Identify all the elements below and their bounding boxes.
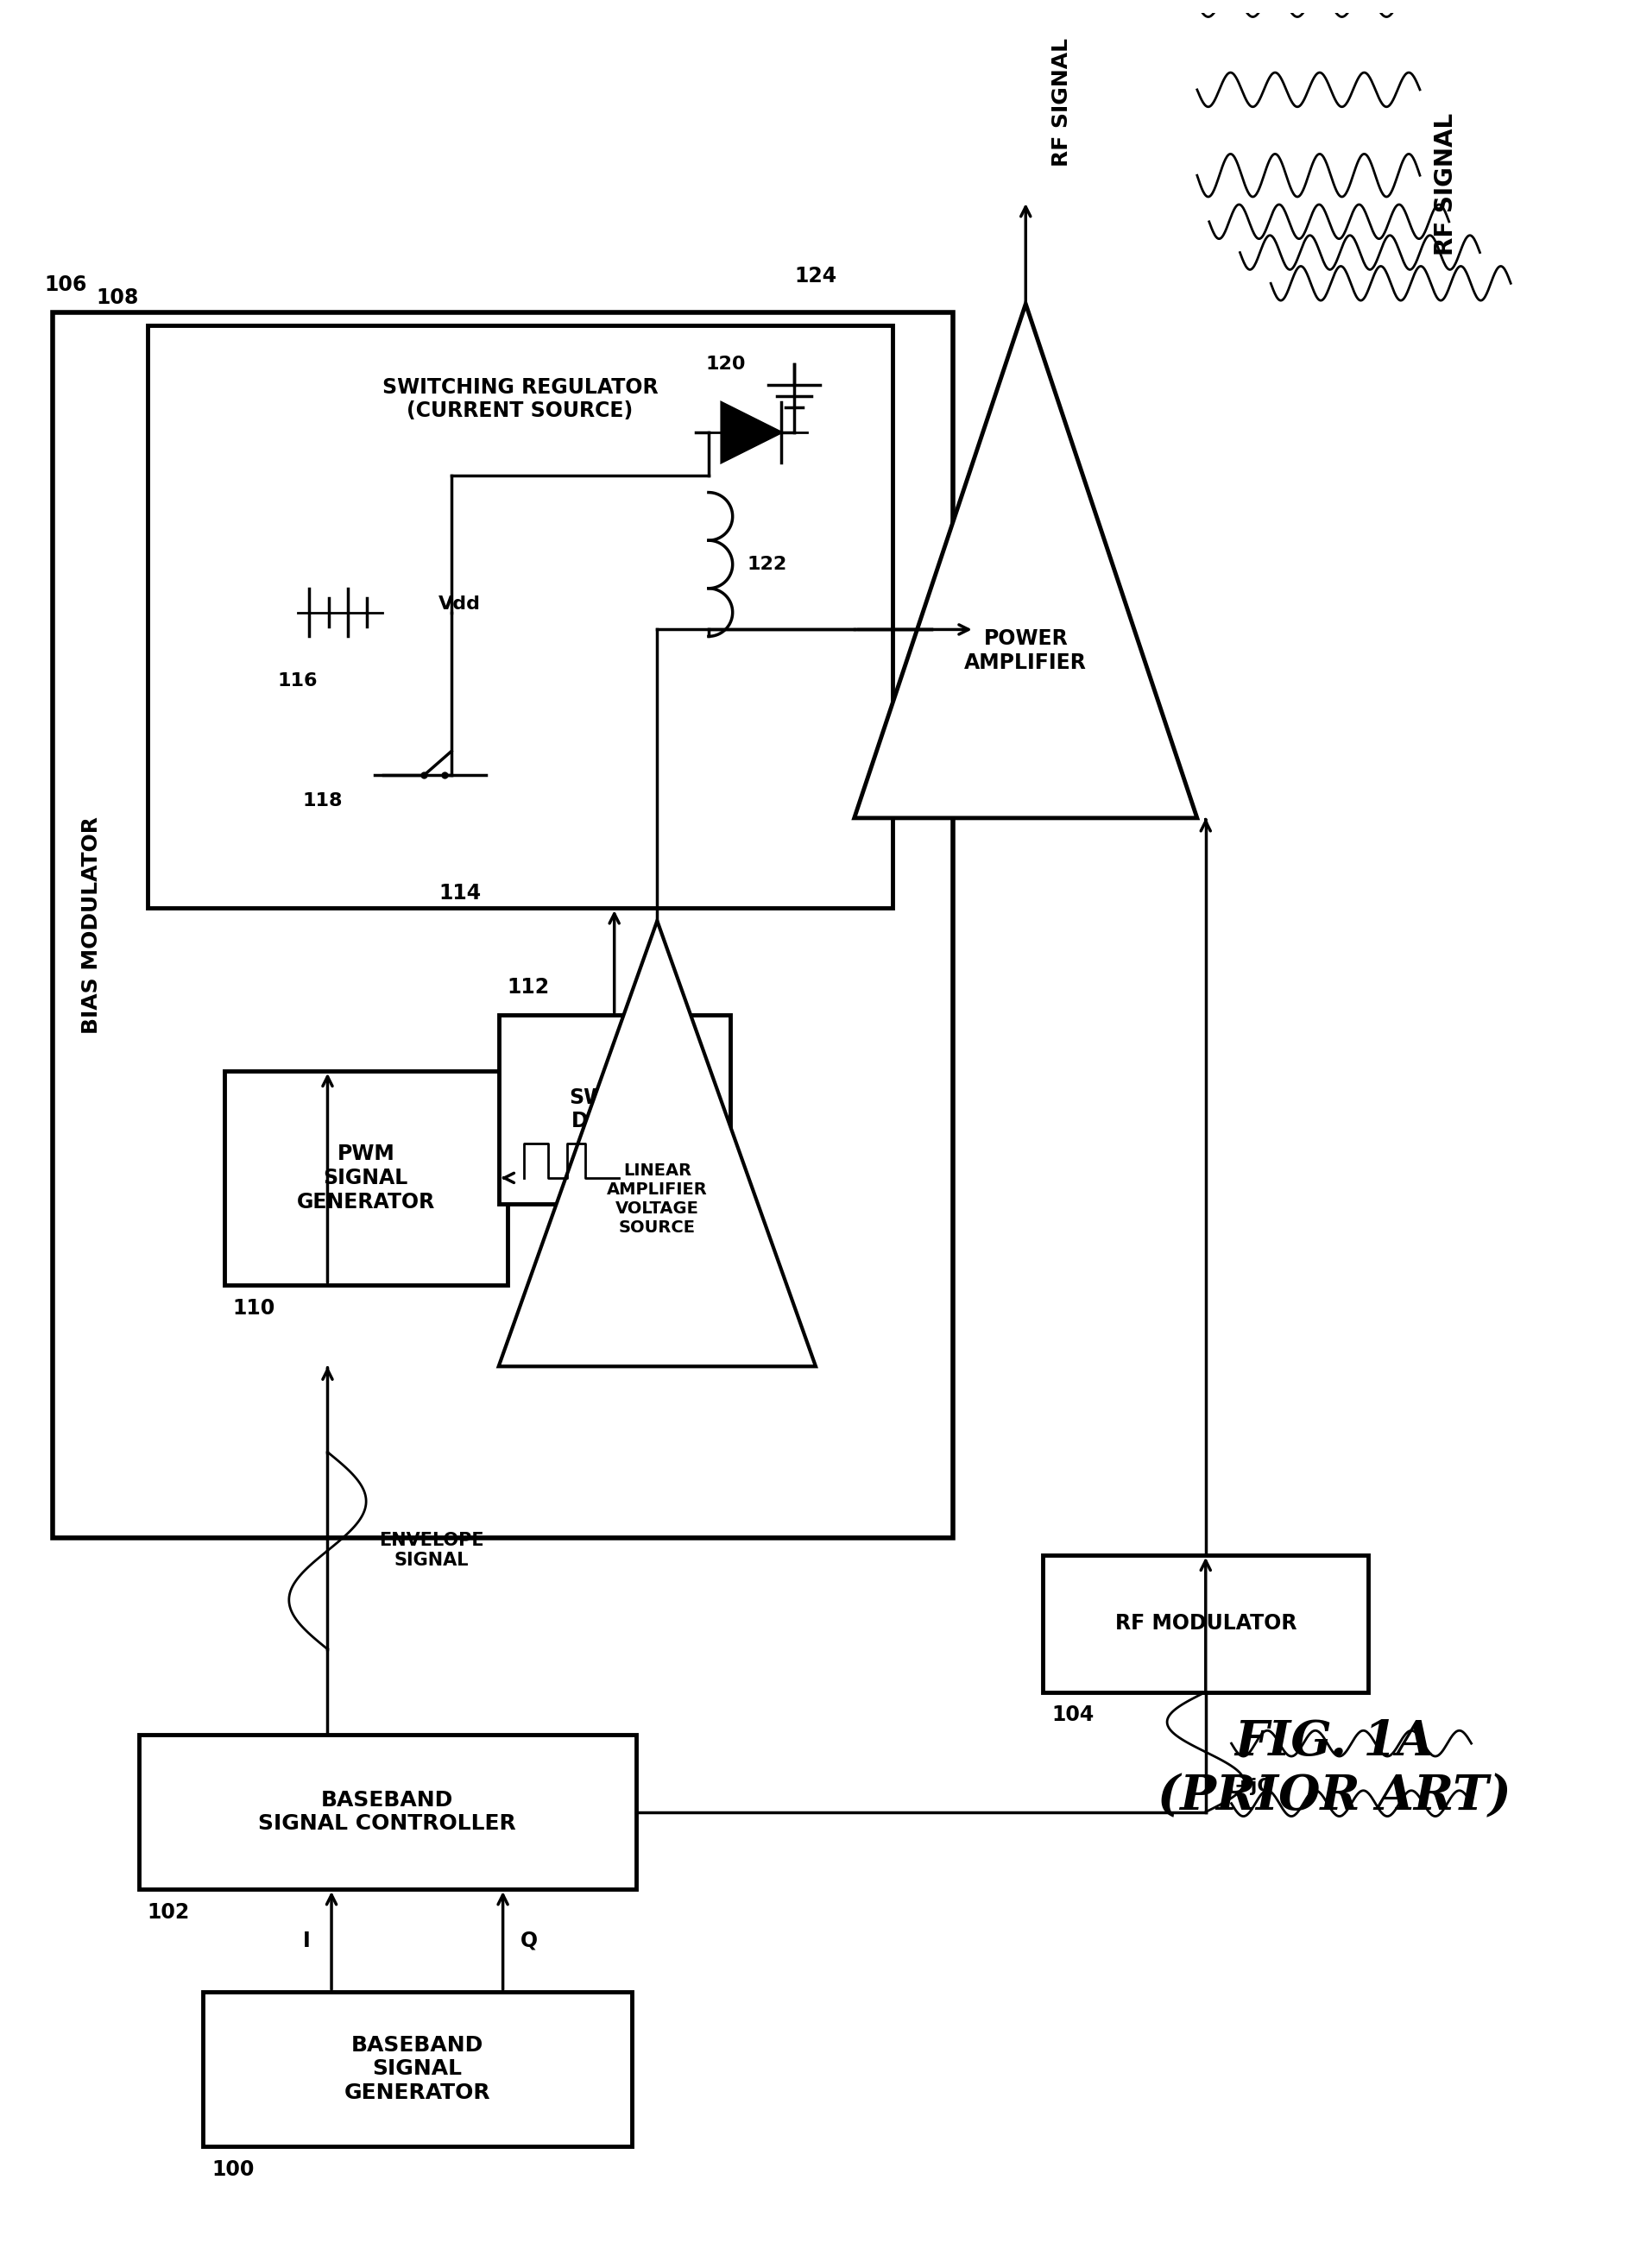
Text: 104: 104 <box>1051 1706 1093 1726</box>
Text: I: I <box>302 1930 310 1950</box>
Polygon shape <box>855 304 1198 819</box>
Text: BASEBAND
SIGNAL
GENERATOR: BASEBAND SIGNAL GENERATOR <box>345 2034 490 2102</box>
Text: BASEBAND
SIGNAL CONTROLLER: BASEBAND SIGNAL CONTROLLER <box>258 1789 516 1835</box>
Text: 110: 110 <box>234 1297 276 1318</box>
Text: PWM
SIGNAL
GENERATOR: PWM SIGNAL GENERATOR <box>297 1143 435 1213</box>
Bar <box>52 313 953 1538</box>
Text: 124: 124 <box>794 265 837 286</box>
Polygon shape <box>722 401 781 463</box>
Text: RF SIGNAL: RF SIGNAL <box>1433 113 1458 256</box>
Text: 118: 118 <box>302 792 343 810</box>
Text: 106: 106 <box>44 274 87 295</box>
Text: BIAS MODULATOR: BIAS MODULATOR <box>82 816 101 1034</box>
Text: SWITCH
DRIVER: SWITCH DRIVER <box>569 1086 660 1132</box>
Text: 112: 112 <box>507 978 549 998</box>
Text: 108: 108 <box>96 288 139 308</box>
Text: LINEAR
AMPLIFIER
VOLTAGE
SOURCE: LINEAR AMPLIFIER VOLTAGE SOURCE <box>606 1163 708 1236</box>
Text: 116: 116 <box>278 671 317 689</box>
Text: Vdd: Vdd <box>438 594 480 612</box>
Bar <box>147 324 892 907</box>
Polygon shape <box>722 401 781 463</box>
Polygon shape <box>498 921 815 1365</box>
Text: 102: 102 <box>147 1903 190 1923</box>
Bar <box>224 1070 507 1286</box>
Text: 120: 120 <box>706 356 745 372</box>
Bar <box>139 1735 636 1889</box>
Text: SWITCHING REGULATOR
(CURRENT SOURCE): SWITCHING REGULATOR (CURRENT SOURCE) <box>382 376 659 422</box>
Text: 122: 122 <box>747 556 788 574</box>
Text: FIG. 1A
(PRIOR ART): FIG. 1A (PRIOR ART) <box>1157 1717 1511 1821</box>
Text: 114: 114 <box>440 882 482 903</box>
Text: POWER
AMPLIFIER: POWER AMPLIFIER <box>964 628 1087 674</box>
Text: 100: 100 <box>211 2159 255 2180</box>
Bar <box>498 1016 730 1204</box>
Bar <box>1042 1556 1369 1692</box>
Bar <box>203 1991 631 2146</box>
Text: I+jQ: I+jQ <box>1227 1778 1273 1794</box>
Text: RF SIGNAL: RF SIGNAL <box>1051 39 1072 168</box>
Text: Q: Q <box>520 1930 538 1950</box>
Text: ENVELOPE
SIGNAL: ENVELOPE SIGNAL <box>379 1531 484 1569</box>
Text: RF MODULATOR: RF MODULATOR <box>1114 1613 1296 1633</box>
